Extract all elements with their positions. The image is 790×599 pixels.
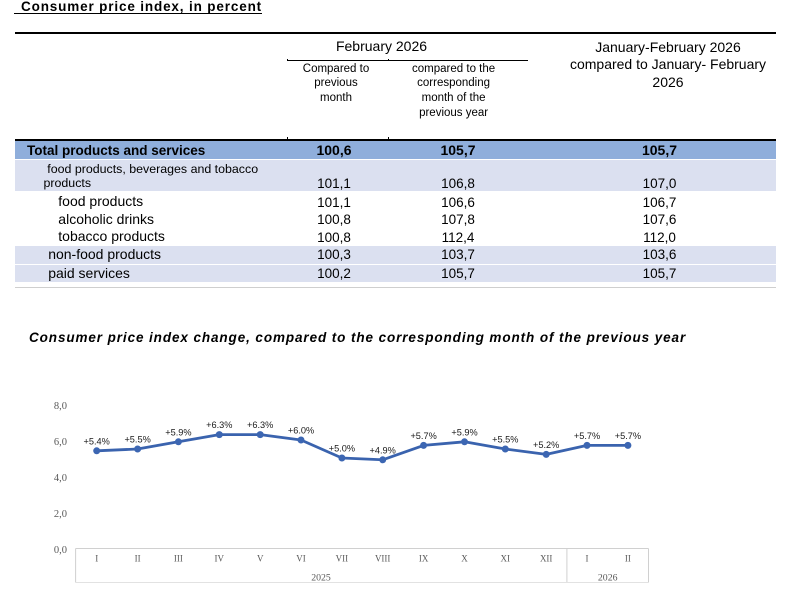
svg-text:II: II <box>625 553 631 563</box>
svg-text:2025: 2025 <box>311 573 331 584</box>
svg-text:III: III <box>174 553 183 563</box>
svg-text:0,0: 0,0 <box>54 545 67 556</box>
svg-text:+5.7%: +5.7% <box>410 431 436 441</box>
svg-text:X: X <box>461 553 468 563</box>
svg-text:2026: 2026 <box>598 573 618 584</box>
svg-text:II: II <box>135 553 141 563</box>
svg-text:IV: IV <box>215 553 225 563</box>
svg-text:XII: XII <box>540 553 553 563</box>
svg-text:4,0: 4,0 <box>54 473 67 484</box>
svg-text:+6.0%: +6.0% <box>288 426 314 436</box>
svg-text:+5.7%: +5.7% <box>574 431 600 441</box>
svg-text:VI: VI <box>296 553 306 563</box>
svg-text:2,0: 2,0 <box>54 509 67 520</box>
svg-text:+5.5%: +5.5% <box>492 435 518 445</box>
svg-text:6,0: 6,0 <box>54 437 67 448</box>
svg-text:I: I <box>95 553 98 563</box>
svg-text:+5.9%: +5.9% <box>165 427 191 437</box>
svg-text:XI: XI <box>501 553 511 563</box>
svg-text:I: I <box>586 553 589 563</box>
svg-text:V: V <box>257 553 264 563</box>
svg-text:VII: VII <box>336 553 349 563</box>
svg-text:IX: IX <box>419 553 429 563</box>
svg-text:+5.5%: +5.5% <box>124 435 150 445</box>
svg-text:VIII: VIII <box>375 553 391 563</box>
svg-text:8,0: 8,0 <box>54 401 67 412</box>
svg-text:+5.9%: +5.9% <box>451 427 477 437</box>
svg-text:+5.7%: +5.7% <box>615 431 641 441</box>
svg-text:+4.9%: +4.9% <box>370 445 396 455</box>
svg-text:+5.2%: +5.2% <box>533 440 559 450</box>
svg-text:+5.0%: +5.0% <box>329 444 355 454</box>
svg-text:+6.3%: +6.3% <box>206 420 232 430</box>
svg-text:+5.4%: +5.4% <box>84 436 110 446</box>
svg-text:+6.3%: +6.3% <box>247 420 273 430</box>
